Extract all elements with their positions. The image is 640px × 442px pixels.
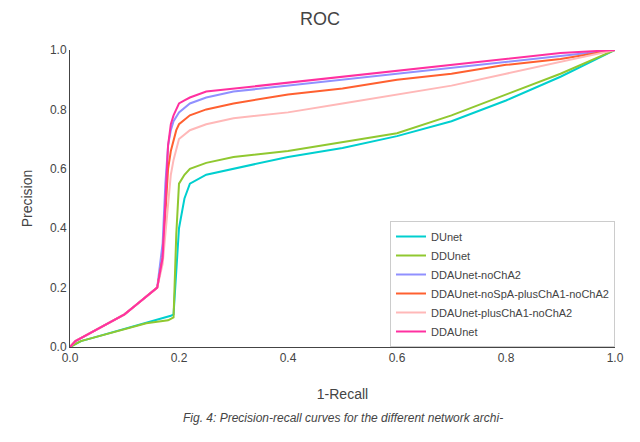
svg-text:DDAUnet-plusChA1-noChA2: DDAUnet-plusChA1-noChA2: [431, 307, 572, 319]
svg-text:0.2: 0.2: [171, 351, 188, 365]
svg-text:0.6: 0.6: [389, 351, 406, 365]
svg-text:1-Recall: 1-Recall: [317, 386, 368, 402]
svg-text:DDAUnet-noChA2: DDAUnet-noChA2: [431, 269, 521, 281]
svg-text:1.0: 1.0: [607, 351, 624, 365]
svg-text:0.4: 0.4: [280, 351, 297, 365]
svg-text:0.2: 0.2: [50, 281, 67, 295]
svg-text:DDAUnet-noSpA-plusChA1-noChA2: DDAUnet-noSpA-plusChA1-noChA2: [431, 288, 609, 300]
svg-text:0.4: 0.4: [50, 221, 67, 235]
svg-text:1.0: 1.0: [50, 43, 67, 57]
svg-text:0.0: 0.0: [50, 340, 67, 354]
svg-text:0.6: 0.6: [50, 162, 67, 176]
svg-text:DDAUnet: DDAUnet: [431, 326, 477, 338]
svg-text:Fig. 4: Precision-recall curve: Fig. 4: Precision-recall curves for the …: [183, 411, 503, 425]
svg-text:0.8: 0.8: [498, 351, 515, 365]
svg-text:DUnet: DUnet: [431, 231, 462, 243]
svg-text:Precision: Precision: [19, 170, 35, 228]
svg-text:0.8: 0.8: [50, 103, 67, 117]
svg-text:0.0: 0.0: [62, 351, 79, 365]
svg-text:ROC: ROC: [300, 9, 340, 29]
svg-text:DDUnet: DDUnet: [431, 250, 470, 262]
